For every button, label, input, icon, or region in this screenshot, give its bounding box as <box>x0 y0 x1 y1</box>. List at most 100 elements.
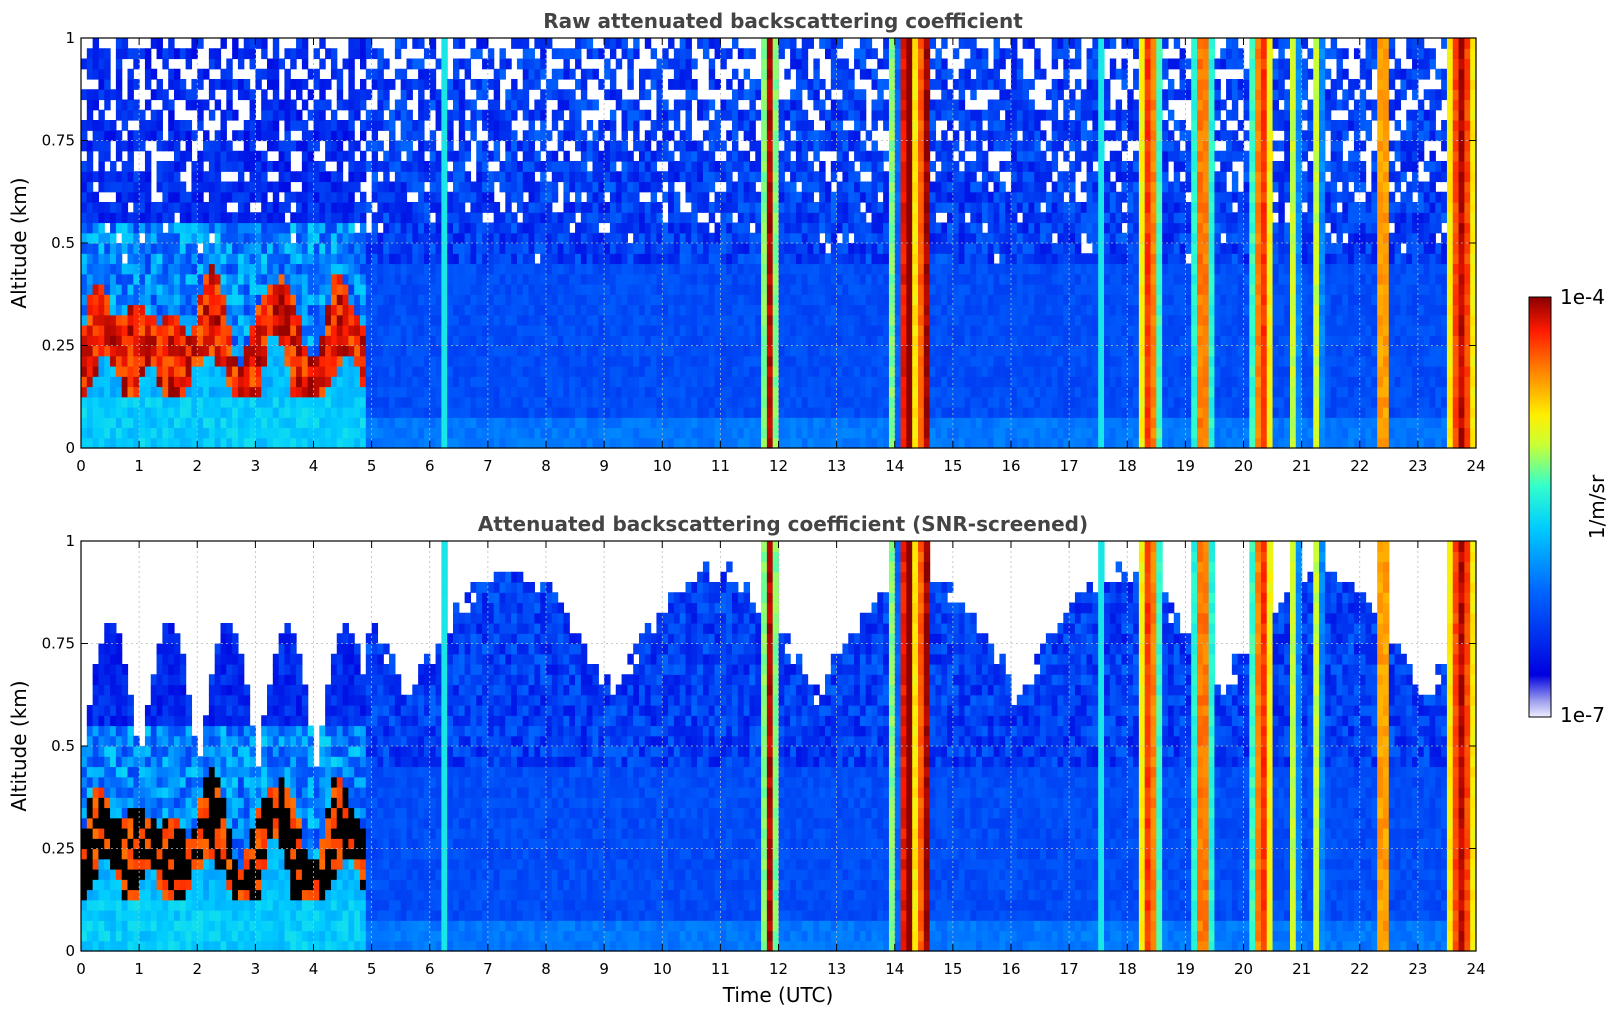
heatmap-cell <box>115 376 123 388</box>
heatmap-cell <box>883 181 890 193</box>
heatmap-cell <box>784 396 791 408</box>
heatmap-cell <box>418 437 425 449</box>
heatmap-cell <box>371 273 379 285</box>
heatmap-cell <box>156 284 163 295</box>
heatmap-cell <box>156 355 163 367</box>
heatmap-cell <box>598 243 605 254</box>
heatmap-cell <box>656 89 663 101</box>
heatmap-cell <box>516 376 524 388</box>
heatmap-cell <box>650 417 658 429</box>
heatmap-cell <box>296 222 303 234</box>
heatmap-cell <box>110 263 117 275</box>
heatmap-cell <box>673 191 681 203</box>
heatmap-cell <box>883 427 890 439</box>
heatmap-cell <box>737 335 745 347</box>
heatmap-cell <box>888 58 896 70</box>
heatmap-cell <box>673 386 681 398</box>
heatmap-cell <box>261 150 268 162</box>
heatmap-cell <box>418 417 425 429</box>
heatmap-cell <box>877 304 884 316</box>
heatmap-cell <box>179 437 187 449</box>
heatmap-cell <box>563 314 570 326</box>
heatmap-cell <box>697 314 704 326</box>
heatmap-cell <box>609 130 617 142</box>
heatmap-cell <box>633 314 640 326</box>
heatmap-cell <box>342 407 349 418</box>
heatmap-cell <box>232 38 239 49</box>
heatmap-cell <box>220 407 227 418</box>
heatmap-cell <box>859 376 867 388</box>
heatmap-cell <box>813 427 820 439</box>
heatmap-cell <box>592 99 599 111</box>
heatmap-cell <box>546 181 553 193</box>
heatmap-cell <box>191 304 198 316</box>
heatmap-cell <box>609 366 617 377</box>
heatmap-cell <box>778 263 785 275</box>
heatmap-cell <box>825 386 832 398</box>
heatmap-cell <box>226 253 233 265</box>
heatmap-cell <box>569 120 576 131</box>
heatmap-cell <box>360 304 367 316</box>
heatmap-cell <box>284 130 291 142</box>
heatmap-cell <box>476 48 483 60</box>
heatmap-cell <box>360 325 367 336</box>
heatmap-cell <box>801 171 809 183</box>
heatmap-cell <box>458 58 466 70</box>
heatmap-cell <box>243 325 251 336</box>
heatmap-cell <box>766 79 774 90</box>
heatmap-cell <box>540 212 547 224</box>
heatmap-cell <box>92 130 100 142</box>
heatmap-cell <box>714 355 721 367</box>
heatmap-cell <box>493 109 501 121</box>
heatmap-cell <box>272 99 280 111</box>
heatmap-cell <box>203 376 210 388</box>
heatmap-cell <box>441 437 448 449</box>
heatmap-cell <box>615 355 623 367</box>
heatmap-cell <box>377 243 384 254</box>
heatmap-cell <box>464 58 472 70</box>
heatmap-cell <box>592 284 599 295</box>
heatmap-cell <box>743 68 751 80</box>
heatmap-cell <box>435 212 442 224</box>
heatmap-cell <box>406 325 413 336</box>
heatmap-cell <box>691 79 698 90</box>
heatmap-cell <box>144 48 152 60</box>
heatmap-cell <box>522 325 530 336</box>
heatmap-cell <box>685 263 692 275</box>
heatmap-cell <box>761 120 768 131</box>
heatmap-cell <box>412 202 419 213</box>
heatmap-cell <box>906 355 913 367</box>
heatmap-cell <box>592 396 599 408</box>
heatmap-cell <box>877 171 884 183</box>
heatmap-cell <box>639 150 646 162</box>
heatmap-cell <box>447 366 454 377</box>
heatmap-cell <box>412 212 419 224</box>
heatmap-cell <box>662 253 669 265</box>
heatmap-cell <box>139 355 146 367</box>
heatmap-cell <box>784 68 791 80</box>
heatmap-cell <box>261 130 268 142</box>
heatmap-cell <box>528 161 535 172</box>
heatmap-cell <box>81 212 88 224</box>
heatmap-cell <box>191 181 198 193</box>
heatmap-cell <box>540 232 547 244</box>
heatmap-cell <box>92 284 100 295</box>
heatmap-cell <box>336 171 344 183</box>
heatmap-cell <box>505 386 512 398</box>
heatmap-cell <box>127 396 134 408</box>
heatmap-cell <box>534 79 541 90</box>
heatmap-cell <box>447 202 454 213</box>
heatmap-cell <box>272 58 280 70</box>
heatmap-cell <box>772 191 780 203</box>
heatmap-cell <box>801 335 809 347</box>
heatmap-cell <box>859 212 867 224</box>
heatmap-cell <box>435 120 442 131</box>
heatmap-cell <box>203 263 210 275</box>
heatmap-cell <box>807 396 814 408</box>
heatmap-cell <box>144 222 152 234</box>
heatmap-cell <box>371 284 379 295</box>
heatmap-cell <box>92 386 100 398</box>
heatmap-cell <box>639 109 646 121</box>
heatmap-cell <box>790 99 797 111</box>
heatmap-cell <box>813 386 820 398</box>
